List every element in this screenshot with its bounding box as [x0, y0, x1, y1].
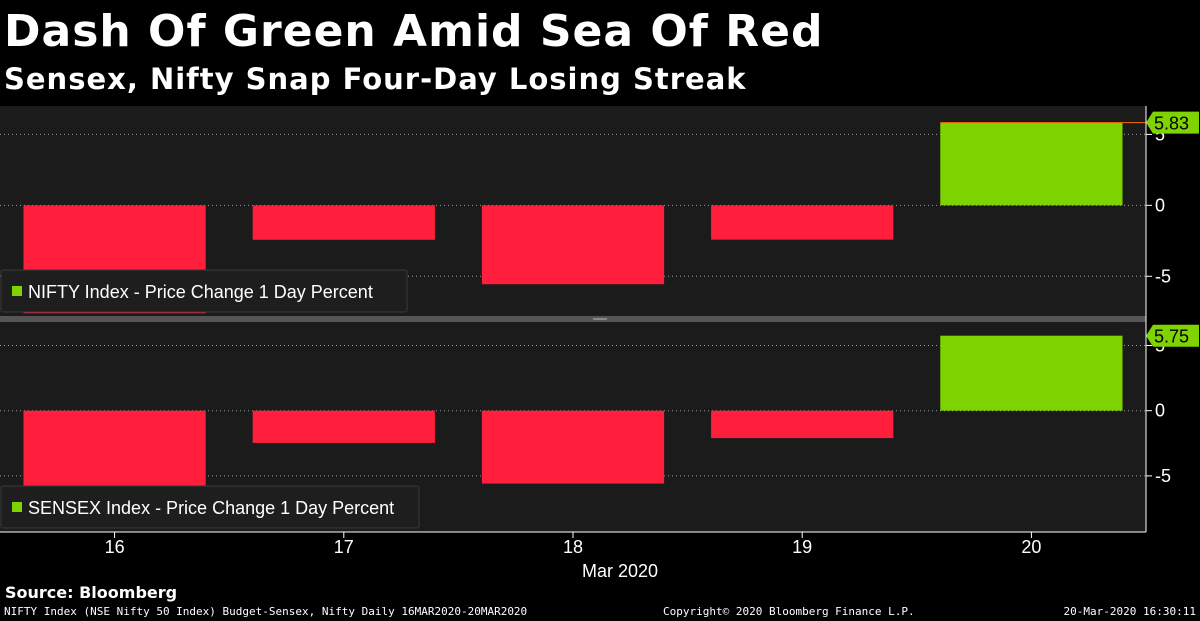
x-axis-label: Mar 2020 [582, 561, 658, 581]
y-tick-label-1-1: 0 [1155, 195, 1165, 215]
last-value-badge-1 [1146, 111, 1199, 134]
x-tick-label-17: 17 [334, 537, 354, 557]
footer-timestamp: 20-Mar-2020 16:30:11 [1063, 605, 1196, 618]
bar-1-19 [711, 205, 894, 240]
legend-label-1: NIFTY Index - Price Change 1 Day Percent [28, 282, 373, 302]
source-note: Source: Bloomberg [5, 583, 178, 602]
legend-label-2: SENSEX Index - Price Change 1 Day Percen… [28, 498, 394, 518]
legend-swatch-2 [12, 502, 22, 512]
bar-2-18 [481, 410, 665, 484]
x-tick-label-20: 20 [1021, 537, 1041, 557]
y-tick-label-2-1: 0 [1155, 401, 1165, 421]
bar-2-17 [252, 410, 435, 443]
y-tick-label-1-0: 5 [1155, 124, 1165, 144]
footer-bar: NIFTY Index (NSE Nifty 50 Index) Budget-… [0, 603, 1200, 621]
chart-subtitle: Sensex, Nifty Snap Four-Day Losing Strea… [4, 62, 747, 96]
y-tick-label-1-2: -5 [1155, 266, 1171, 286]
x-tick-label-18: 18 [563, 537, 583, 557]
panel-divider [0, 316, 1146, 322]
y-tick-label-2-2: -5 [1155, 466, 1171, 486]
bar-1-18 [481, 205, 665, 285]
legend-box-1 [0, 269, 408, 313]
last-value-label-2: 5.75 [1154, 327, 1189, 347]
footer-copyright: Copyright© 2020 Bloomberg Finance L.P. [663, 605, 915, 618]
x-tick-label-16: 16 [105, 537, 125, 557]
x-tick-label-19: 19 [792, 537, 812, 557]
legend-swatch-1 [12, 286, 22, 296]
bar-chart: 5 0 -5 5.83 NIFTY Index - Price Change 1 Day… [0, 106, 1199, 581]
footer-ticker-info: NIFTY Index (NSE Nifty 50 Index) Budget-… [4, 605, 528, 618]
last-value-label-1: 5.83 [1154, 114, 1189, 134]
chart-title: Dash Of Green Amid Sea Of Red [4, 6, 824, 57]
bar-2-19 [711, 410, 894, 439]
bar-2-20 [940, 335, 1123, 411]
bar-1-17 [252, 205, 435, 240]
bar-1-20 [940, 122, 1123, 206]
last-value-badge-2 [1146, 324, 1199, 347]
legend-box-2 [0, 485, 420, 529]
